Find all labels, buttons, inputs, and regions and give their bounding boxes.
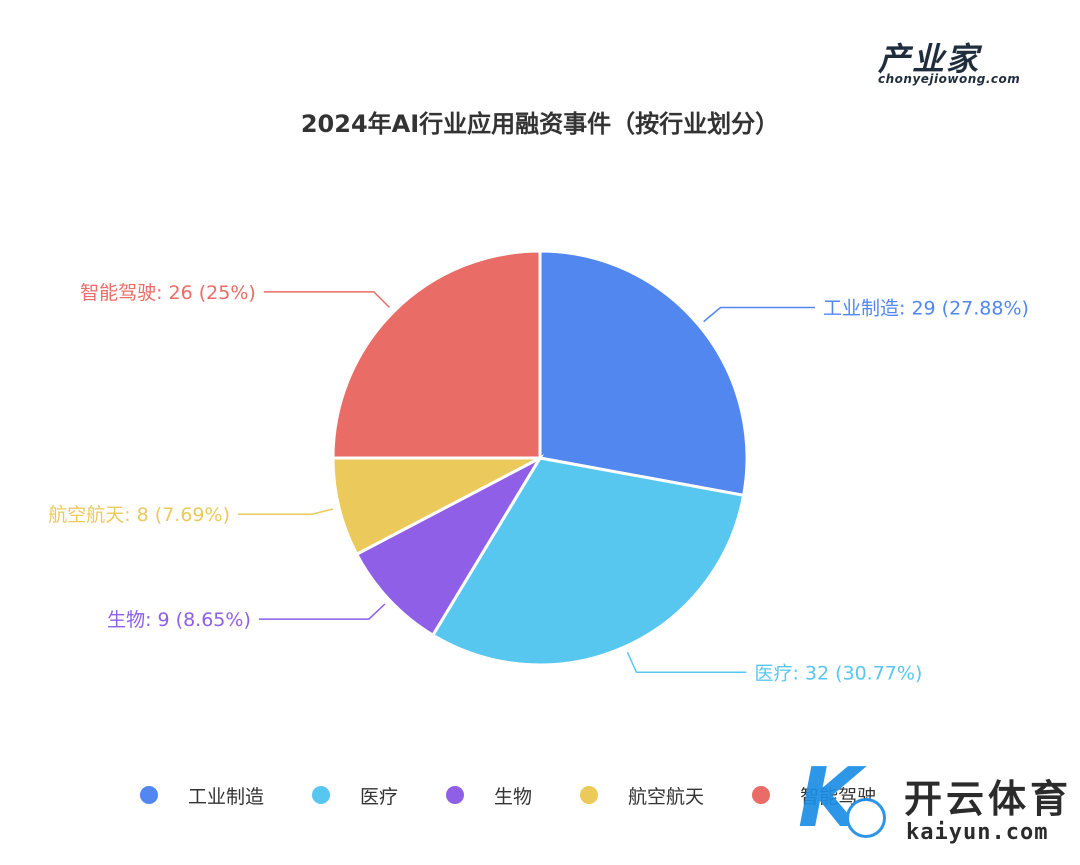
- legend-dot-icon: [580, 786, 599, 804]
- data-label-medical: 医疗: 32 (30.77%): [754, 662, 922, 684]
- leader-line-aerospace: [238, 508, 334, 515]
- watermark-name-cn: 开云体育: [904, 777, 1073, 821]
- chart-title: 2024年AI行业应用融资事件（按行业划分）: [300, 110, 780, 138]
- watermark-logo: K 开云体育 kaiyun.com: [792, 758, 1073, 852]
- leader-line-medical: [626, 651, 747, 674]
- pie-slice-biology[interactable]: [354, 454, 545, 638]
- pie-slice-industrial[interactable]: [538, 249, 749, 498]
- watermark-ball-icon: [846, 798, 886, 838]
- leader-line-industrial: [703, 306, 815, 323]
- legend-dot-icon: [140, 786, 158, 804]
- brand-site: chonyejiowong.com: [878, 72, 1021, 86]
- brand-name: 产业家: [878, 40, 981, 78]
- pie-slice-aerospace[interactable]: [331, 456, 541, 557]
- legend-item-aerospace[interactable]: 航空航天: [580, 782, 704, 809]
- legend-label: 医疗: [360, 785, 399, 808]
- data-label-industrial: 工业制造: 29 (27.88%): [823, 298, 1029, 320]
- pie-slice-medical[interactable]: [430, 456, 746, 667]
- legend-item-medical[interactable]: 医疗: [312, 782, 398, 809]
- chart-legend: 工业制造 医疗 生物 航空航天 智能驾驶: [140, 778, 924, 812]
- data-label-biology: 生物: 9 (8.65%): [107, 609, 251, 631]
- legend-dot-icon: [752, 786, 771, 804]
- legend-label: 工业制造: [188, 785, 265, 808]
- legend-item-biology[interactable]: 生物: [446, 782, 532, 809]
- legend-dot-icon: [312, 786, 331, 804]
- leader-line-autonomous-driving: [263, 291, 390, 308]
- legend-item-industrial[interactable]: 工业制造: [140, 782, 264, 809]
- legend-label: 生物: [494, 785, 533, 808]
- pie-slice-autonomous-driving[interactable]: [331, 249, 542, 460]
- brand-logo: 产业家 chonyejiowong.com: [870, 34, 1030, 90]
- watermark-name-en: kaiyun.com: [906, 820, 1049, 845]
- data-label-aerospace: 航空航天: 8 (7.69%): [48, 504, 230, 526]
- legend-label: 航空航天: [628, 785, 705, 808]
- data-label-autonomous-driving: 智能驾驶: 26 (25%): [80, 282, 256, 304]
- leader-line-biology: [258, 603, 386, 620]
- legend-dot-icon: [446, 786, 465, 804]
